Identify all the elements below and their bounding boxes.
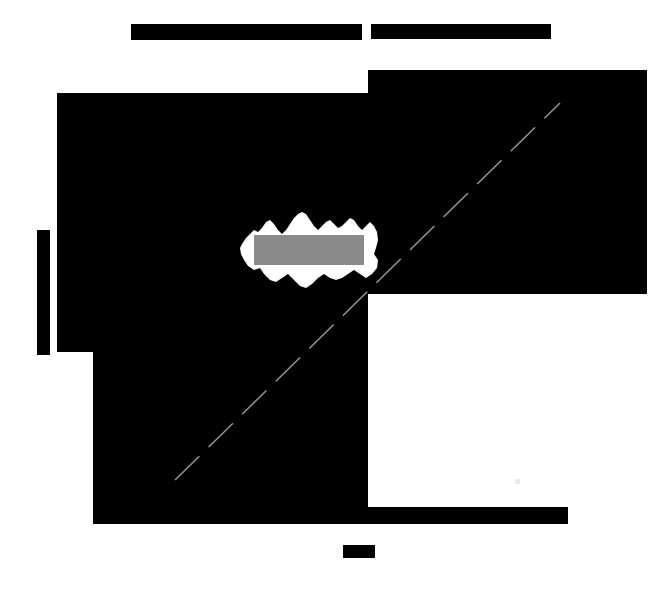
y-axis-label	[37, 230, 50, 355]
plot-area-lower-block	[93, 352, 368, 507]
annotation-residual-mark	[515, 479, 520, 484]
x-axis-label	[343, 545, 375, 558]
x-tick-labels-strip	[93, 507, 568, 524]
plot-area-upper-block	[368, 70, 647, 294]
figure-title-right-segment	[371, 24, 551, 39]
annotation-text-box	[254, 235, 520, 484]
figure-title-left-segment	[131, 24, 362, 40]
